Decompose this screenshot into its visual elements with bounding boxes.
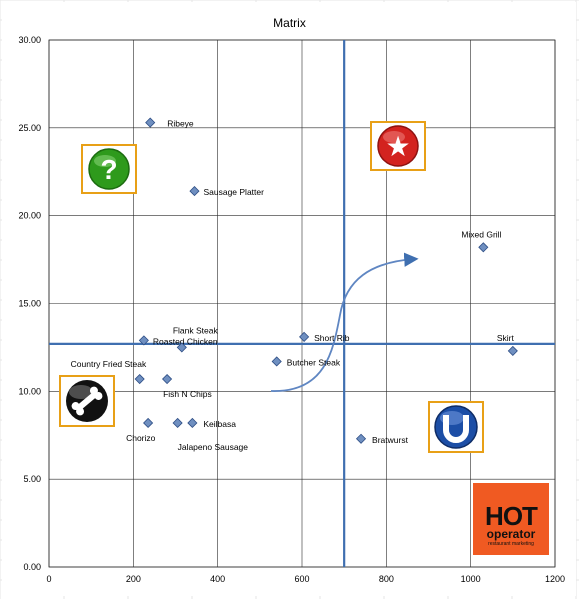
y-tick-label: 20.00 <box>18 211 41 221</box>
chart-title: Matrix <box>273 16 306 30</box>
plot-frame <box>48 39 556 568</box>
y-tick-label: 0.00 <box>23 562 41 572</box>
star-glyph: ★ <box>385 130 410 163</box>
y-tick-label: 15.00 <box>18 299 41 309</box>
data-point-marker <box>134 373 145 385</box>
data-point-label: Chorizo <box>126 433 156 443</box>
data-point-label: Jalapeno Sausage <box>178 442 249 452</box>
data-point-label: Country Fried Steak <box>71 359 147 369</box>
data-point-label: Ribeye <box>167 119 194 129</box>
data-point-label: Fish N Chips <box>163 389 212 399</box>
question-mark-glyph: ? <box>100 154 117 185</box>
horseshoe-icon <box>428 401 484 453</box>
logo-hot-text: HOT <box>485 501 538 531</box>
x-tick-label: 800 <box>379 574 394 584</box>
x-tick-label: 400 <box>210 574 225 584</box>
data-point-marker <box>145 117 156 128</box>
data-point-marker <box>507 345 518 356</box>
data-point-label: Skirt <box>497 333 515 343</box>
data-point-label: Butcher Steak <box>287 357 341 367</box>
x-tick-label: 600 <box>294 574 309 584</box>
bone-icon <box>59 375 115 427</box>
data-point-marker <box>162 373 173 385</box>
data-point-marker <box>355 433 367 444</box>
data-point-label: Short Rib <box>314 333 350 343</box>
data-point-label: Flank Steak <box>173 325 219 335</box>
data-point-label: Mixed Grill <box>461 229 501 239</box>
data-point-marker <box>299 331 310 342</box>
data-point-marker <box>143 417 154 429</box>
migration-arrow <box>270 252 419 392</box>
data-point-marker <box>478 242 489 253</box>
star-icon: ★ <box>370 121 426 171</box>
x-tick-label: 0 <box>46 574 51 584</box>
data-point-marker <box>189 186 200 197</box>
data-point-marker <box>138 335 149 346</box>
data-point-label: Keilbasa <box>203 419 236 429</box>
x-tick-label: 1200 <box>545 574 565 584</box>
data-point-marker <box>187 417 198 429</box>
data-point-marker <box>172 417 183 429</box>
logo-operator-text: operator <box>486 527 536 541</box>
data-point-label: Bratwurst <box>372 435 409 445</box>
data-point-label: Sausage Platter <box>203 187 264 197</box>
logo-tagline-text: restaurant marketing <box>488 541 534 547</box>
y-tick-label: 10.00 <box>18 386 41 396</box>
x-tick-label: 200 <box>126 574 141 584</box>
data-point-marker <box>271 356 282 367</box>
y-tick-label: 30.00 <box>18 35 41 45</box>
data-point-marker <box>176 342 187 353</box>
question-mark-icon: ? <box>81 144 137 194</box>
x-tick-label: 1000 <box>461 574 481 584</box>
y-tick-label: 5.00 <box>23 474 41 484</box>
data-point-label: Roasted Chicken <box>153 336 218 346</box>
hot-operator-logo: HOT operator restaurant marketing <box>473 483 549 555</box>
y-tick-label: 25.00 <box>18 123 41 133</box>
